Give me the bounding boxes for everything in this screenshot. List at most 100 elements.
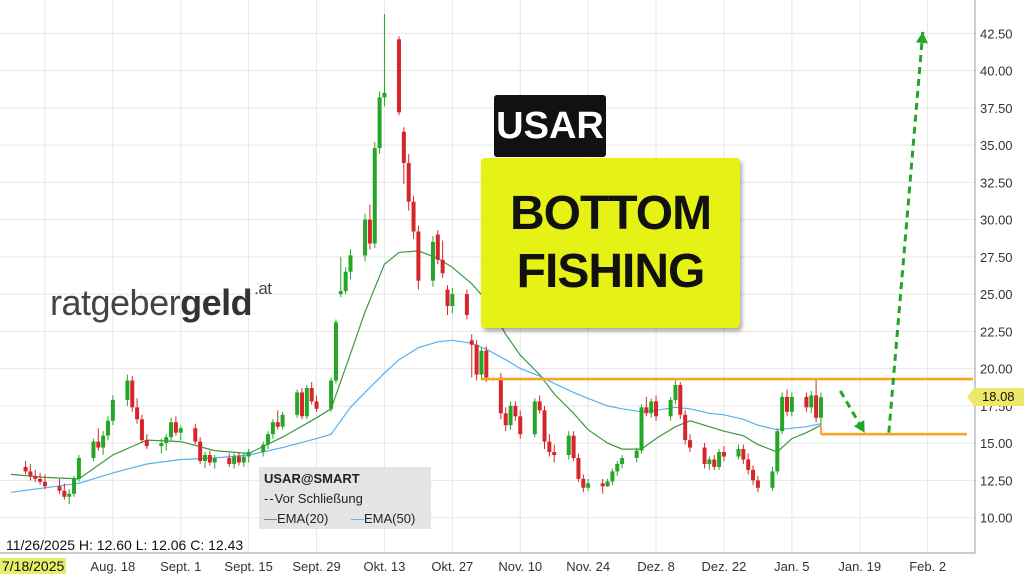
candle [818, 392, 823, 426]
candle-body [62, 490, 67, 497]
candle-body [295, 392, 300, 415]
candle [110, 395, 115, 426]
y-tick-label: 10.00 [980, 511, 1013, 526]
candle-body [469, 340, 474, 345]
candle-body [33, 475, 38, 479]
candle [57, 478, 62, 494]
y-tick-label: 22.50 [980, 324, 1013, 339]
candle-body [498, 377, 503, 414]
candle-body [464, 294, 469, 315]
candle-body [28, 471, 33, 476]
candle [227, 453, 232, 467]
candle [751, 465, 756, 485]
candle-body [818, 397, 823, 418]
candle-body [135, 407, 140, 420]
candle-body [338, 291, 343, 295]
candle-body [435, 234, 440, 260]
candle [746, 453, 751, 475]
y-tick-label: 25.00 [980, 287, 1013, 302]
ema50-layer [10, 339, 822, 493]
candle-body [474, 344, 479, 375]
candle-body [401, 131, 406, 163]
brand-logo-light: ratgeber [50, 282, 181, 323]
candle-body [241, 456, 246, 463]
candle [683, 410, 688, 445]
candle-body [203, 455, 207, 461]
brand-logo-bold: geld [180, 282, 253, 323]
candle-body [42, 481, 47, 487]
candle-body [270, 422, 275, 435]
x-tick-label: Nov. 10 [498, 559, 542, 574]
candle-body [605, 481, 610, 487]
candle-body [430, 241, 435, 281]
candle [406, 154, 411, 211]
x-tick-label: Jan. 5 [774, 559, 809, 574]
candle-body [814, 395, 819, 418]
candle-body [363, 219, 368, 256]
candle [634, 447, 639, 463]
candle [367, 204, 372, 250]
candle [62, 483, 67, 500]
candle [445, 285, 450, 315]
candle [474, 340, 479, 381]
candle-body [513, 405, 518, 417]
candle-body [668, 399, 673, 417]
candle-body [300, 392, 304, 417]
legend-symbol: USAR@SMART [264, 471, 360, 486]
candle-body [348, 255, 353, 272]
candle-body [770, 471, 775, 488]
candle [673, 379, 678, 405]
candle [707, 456, 712, 470]
candle [207, 450, 212, 466]
candle-body [532, 401, 537, 435]
candle [649, 398, 654, 418]
candle-body [333, 322, 338, 381]
candle-body [212, 458, 217, 463]
candle-body [91, 441, 96, 458]
candle [329, 377, 334, 412]
candle [96, 428, 101, 451]
candle [547, 434, 552, 457]
candle-body [57, 486, 62, 491]
brand-logo: ratgebergeld .at [50, 279, 272, 324]
candle [382, 13, 387, 107]
legend-previous-close-label: Vor Schließung [274, 491, 363, 506]
candle [440, 240, 445, 278]
candle-body [484, 350, 489, 378]
candle [654, 395, 659, 421]
candle [610, 468, 615, 485]
candle-body [236, 456, 241, 463]
candle [702, 443, 707, 469]
candle-body [164, 437, 169, 444]
candle-body [178, 428, 183, 433]
candle [33, 469, 38, 482]
candle-layer [23, 13, 823, 505]
candle-body [503, 413, 508, 426]
arrow-down-head [853, 420, 865, 433]
candle-body [717, 452, 722, 467]
candle-body [746, 459, 751, 470]
candle [130, 376, 135, 412]
candle-body [309, 387, 314, 402]
candle [576, 453, 581, 482]
candle [314, 395, 319, 412]
candle [566, 431, 571, 460]
legend-ema20: —EMA(20) [264, 511, 329, 526]
candle-body [673, 384, 678, 400]
candle-body [508, 405, 513, 426]
candle [804, 392, 809, 412]
candle [721, 446, 726, 461]
candle [712, 455, 717, 470]
candle-body [343, 271, 348, 292]
candle [615, 460, 620, 476]
candle-body [721, 452, 726, 457]
candle-body [266, 434, 271, 445]
candle [159, 438, 164, 454]
candle-body [367, 219, 372, 244]
candle [605, 478, 610, 487]
candle-body [193, 428, 198, 442]
candle [508, 401, 513, 430]
candle [809, 390, 814, 414]
candle [552, 444, 557, 463]
